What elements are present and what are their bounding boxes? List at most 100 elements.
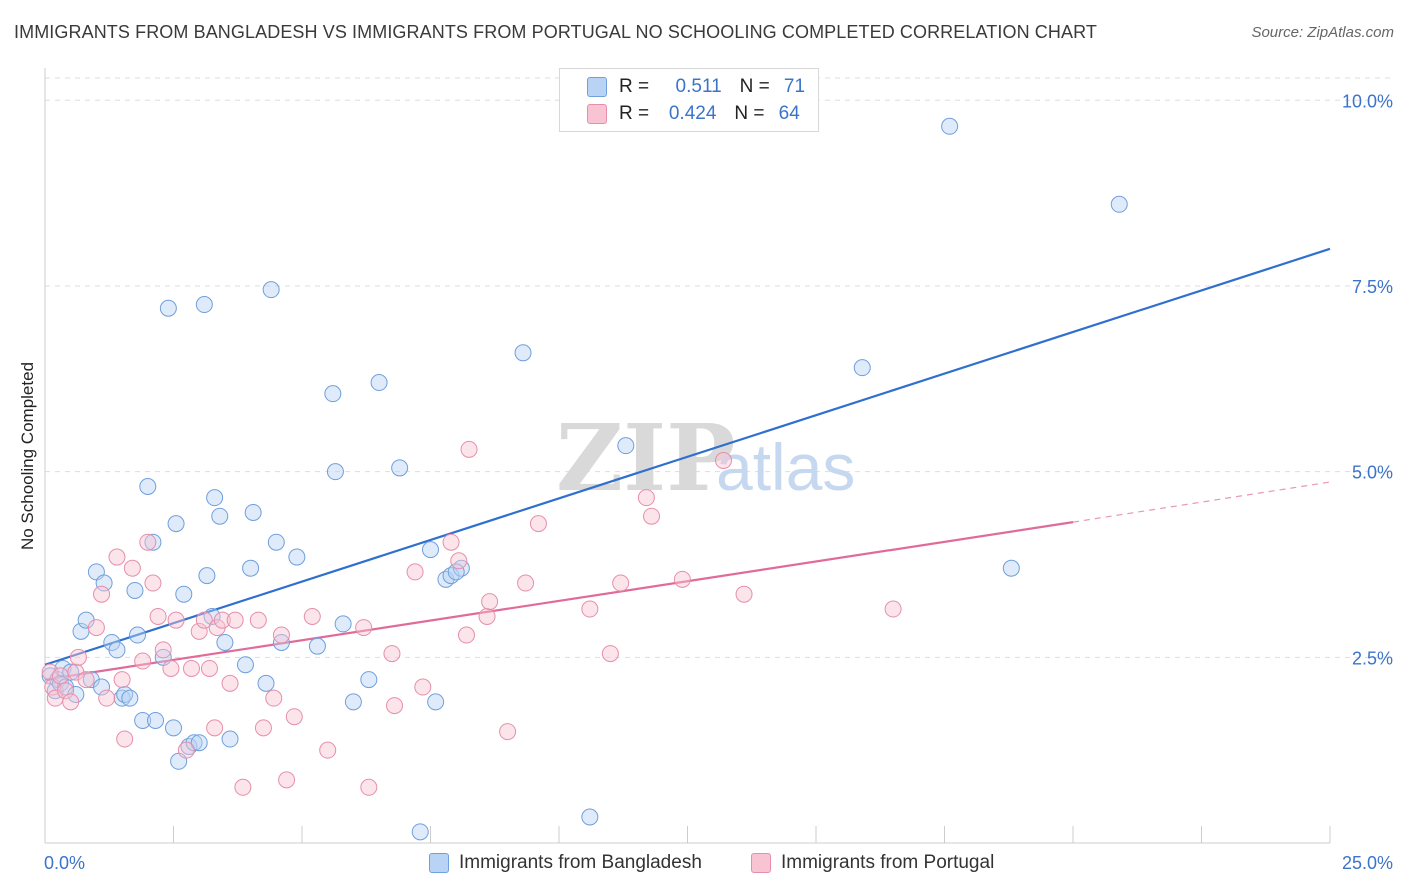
legend-r-label: R =	[619, 76, 650, 97]
data-point-portugal	[57, 682, 75, 700]
data-point-portugal	[200, 659, 218, 677]
data-point-bangladesh	[206, 489, 224, 507]
data-point-portugal	[272, 626, 290, 644]
data-point-portugal	[113, 671, 131, 689]
legend-n-label: N =	[739, 76, 770, 97]
data-point-bangladesh	[159, 299, 177, 317]
data-point-portugal	[93, 585, 111, 603]
legend-n-label: N =	[734, 103, 765, 124]
data-point-portugal	[637, 489, 655, 507]
data-point-portugal	[460, 440, 478, 458]
data-point-bangladesh	[324, 385, 342, 403]
data-point-portugal	[213, 611, 231, 629]
data-point-bangladesh	[308, 637, 326, 655]
data-point-portugal	[98, 689, 116, 707]
data-point-bangladesh	[93, 678, 111, 696]
trend-line-bangladesh	[44, 247, 1331, 666]
data-point-bangladesh	[334, 615, 352, 633]
source-label: Source: ZipAtlas.com	[1251, 24, 1394, 41]
data-point-portugal	[884, 600, 902, 618]
data-point-bangladesh	[427, 693, 445, 711]
legend-r-value: 0.424	[668, 103, 717, 124]
data-point-bangladesh	[262, 281, 280, 299]
data-point-portugal	[177, 741, 195, 759]
data-point-bangladesh	[126, 581, 144, 599]
legend-n-value: 71	[783, 76, 806, 97]
watermark: ZIP atlas	[556, 404, 855, 512]
data-point-bangladesh	[244, 503, 262, 521]
data-point-bangladesh	[267, 533, 285, 551]
data-point-portugal	[457, 626, 475, 644]
data-point-portugal	[406, 563, 424, 581]
data-point-bangladesh	[147, 711, 165, 729]
bottom-legend-swatch-portugal	[751, 853, 771, 873]
data-point-portugal	[383, 645, 401, 663]
data-point-bangladesh	[272, 633, 290, 651]
bottom-legend-bangladesh: Immigrants from Bangladesh	[429, 852, 702, 874]
data-point-bangladesh	[617, 437, 635, 455]
watermark-zip: ZIP	[556, 404, 735, 512]
data-point-bangladesh	[242, 559, 260, 577]
data-point-bangladesh	[108, 641, 126, 659]
legend-row-bangladesh: R = 0.511 N = 71	[560, 74, 805, 100]
legend-swatch-portugal	[587, 104, 607, 124]
bottom-legend-label-bangladesh: Immigrants from Bangladesh	[459, 852, 702, 873]
data-point-portugal	[612, 574, 630, 592]
data-point-bangladesh	[853, 359, 871, 377]
bottom-legend-portugal: Immigrants from Portugal	[751, 852, 994, 874]
data-point-bangladesh	[121, 689, 139, 707]
data-point-bangladesh	[195, 296, 213, 314]
data-point-portugal	[221, 674, 239, 692]
data-point-portugal	[77, 671, 95, 689]
y-tick-label: 2.5%	[1352, 648, 1393, 668]
data-point-portugal	[249, 611, 267, 629]
data-point-portugal	[285, 708, 303, 726]
data-point-portugal	[319, 741, 337, 759]
data-point-portugal	[162, 659, 180, 677]
data-point-portugal	[190, 622, 208, 640]
legend-r-label: R =	[619, 103, 650, 124]
data-point-bangladesh	[288, 548, 306, 566]
data-point-portugal	[123, 559, 141, 577]
bottom-legend-label-portugal: Immigrants from Portugal	[781, 852, 995, 873]
data-point-portugal	[265, 689, 283, 707]
data-point-bangladesh	[257, 674, 275, 692]
trend-line-portugal	[44, 521, 1074, 681]
data-point-portugal	[517, 574, 535, 592]
data-point-portugal	[134, 652, 152, 670]
data-point-portugal	[108, 548, 126, 566]
data-point-bangladesh	[391, 459, 409, 477]
legend-r-value: 0.511	[675, 76, 722, 97]
bottom-legend-swatch-bangladesh	[429, 853, 449, 873]
data-point-bangladesh	[1002, 559, 1020, 577]
data-point-bangladesh	[941, 117, 959, 135]
y-tick-label: 7.5%	[1352, 277, 1393, 297]
data-point-bangladesh	[1110, 195, 1128, 213]
watermark-atlas: atlas	[716, 430, 855, 504]
series-portugal-points	[41, 440, 902, 796]
trend-line-portugal-extension	[1072, 481, 1331, 523]
data-point-portugal	[529, 515, 547, 533]
data-point-portugal	[442, 533, 460, 551]
correlation-legend: R = 0.511 N = 71 R = 0.424 N = 64	[559, 68, 819, 132]
data-point-bangladesh	[167, 515, 185, 533]
y-axis-label: No Schooling Completed	[18, 361, 37, 551]
data-point-portugal	[51, 667, 69, 685]
data-point-portugal	[581, 600, 599, 618]
data-point-portugal	[139, 533, 157, 551]
data-point-portugal	[303, 607, 321, 625]
data-point-portugal	[87, 619, 105, 637]
data-point-portugal	[278, 771, 296, 789]
data-point-bangladesh	[139, 477, 157, 495]
data-point-bangladesh	[216, 633, 234, 651]
data-point-bangladesh	[514, 344, 532, 362]
data-point-portugal	[601, 645, 619, 663]
legend-n-value: 64	[778, 103, 800, 124]
data-point-portugal	[62, 693, 80, 711]
data-point-portugal	[195, 611, 213, 629]
tick-labels: 2.5% 5.0% 7.5% 10.0% 0.0% 25.0%	[44, 91, 1393, 873]
y-tick-label: 10.0%	[1342, 91, 1393, 111]
data-point-bangladesh	[198, 567, 216, 585]
y-tick-label: 5.0%	[1352, 463, 1393, 483]
